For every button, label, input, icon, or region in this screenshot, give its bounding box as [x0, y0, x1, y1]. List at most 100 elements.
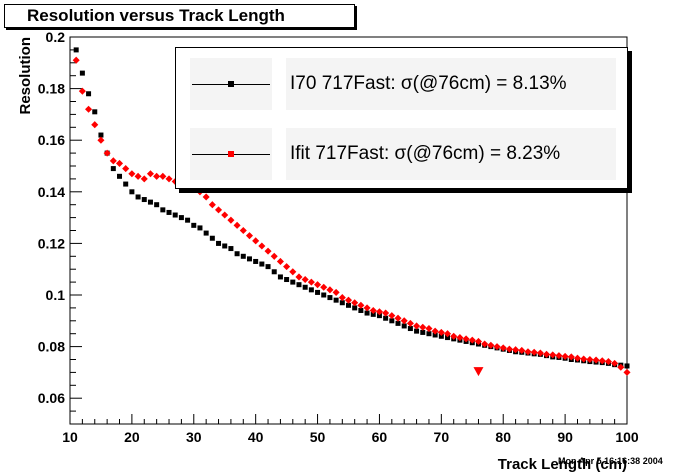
data-point-i70 — [147, 199, 153, 205]
legend-item-ifit: Ifit 717Fast: σ(@76cm) = 8.23% — [190, 128, 616, 180]
data-point-ifit — [536, 349, 544, 357]
data-point-i70 — [395, 320, 401, 326]
data-point-i70 — [197, 225, 203, 231]
data-point-ifit — [326, 286, 334, 294]
data-point-i70 — [333, 297, 339, 303]
data-point-ifit — [462, 335, 470, 343]
data-point-ifit — [400, 317, 408, 325]
data-point-ifit — [474, 337, 483, 345]
y-tick-label: 0.18 — [38, 81, 65, 97]
data-point-ifit — [153, 172, 161, 180]
data-point-ifit — [103, 149, 111, 157]
data-point-i70 — [86, 91, 92, 97]
data-point-ifit — [586, 355, 594, 364]
y-tick-label: 0.16 — [38, 132, 65, 148]
data-point-i70 — [129, 189, 135, 195]
data-point-ifit — [252, 237, 260, 245]
x-axis-title: Track Length (cm) — [498, 456, 627, 472]
data-point-i70 — [414, 328, 420, 334]
data-point-ifit — [487, 341, 495, 349]
data-point-i70 — [296, 282, 302, 288]
data-point-ifit — [611, 359, 619, 367]
data-point-ifit — [499, 344, 507, 352]
data-point-ifit — [239, 226, 247, 235]
data-point-i70 — [228, 246, 234, 252]
data-point-ifit — [431, 327, 439, 335]
data-point-i70 — [154, 202, 160, 208]
data-point-i70 — [271, 269, 277, 275]
data-point-ifit — [351, 299, 359, 307]
x-tick-label: 50 — [310, 429, 326, 445]
data-point-ifit — [450, 332, 458, 340]
data-point-ifit — [283, 263, 291, 271]
data-point-ifit — [245, 232, 254, 240]
data-point-i70 — [166, 209, 172, 215]
data-point-ifit — [555, 352, 563, 360]
y-tick-label: 0.2 — [46, 29, 66, 45]
data-point-i70 — [302, 284, 308, 290]
x-tick-label: 30 — [186, 429, 202, 445]
data-point-ifit — [295, 273, 303, 281]
data-point-ifit — [419, 323, 427, 331]
x-tick-label: 90 — [557, 429, 573, 445]
data-point-ifit — [276, 257, 284, 265]
data-point-ifit — [394, 314, 402, 322]
data-point-ifit — [456, 334, 464, 342]
legend-swatch-i70 — [190, 58, 272, 110]
data-point-i70 — [376, 313, 382, 319]
data-point-i70 — [191, 222, 197, 228]
data-point-i70 — [370, 311, 376, 317]
data-point-ifit — [214, 206, 223, 214]
data-point-i70 — [407, 326, 413, 332]
data-point-ifit — [592, 356, 600, 364]
data-point-ifit — [264, 247, 272, 255]
data-point-i70 — [73, 47, 79, 53]
chart-title: Resolution versus Track Length — [4, 4, 355, 28]
data-point-i70 — [308, 287, 314, 293]
data-point-ifit — [128, 170, 136, 178]
data-point-i70 — [327, 295, 333, 301]
data-point-ifit — [388, 312, 396, 320]
data-point-ifit — [122, 165, 130, 173]
legend-label-i70: I70 717Fast: σ(@76cm) = 8.13% — [286, 58, 616, 110]
y-tick-label: 0.14 — [38, 184, 65, 200]
data-point-i70 — [321, 292, 327, 298]
data-point-ifit — [369, 306, 377, 315]
data-point-i70 — [203, 230, 209, 236]
data-point-i70 — [624, 363, 630, 369]
data-point-i70 — [240, 253, 246, 259]
x-tick-label: 10 — [62, 429, 78, 445]
data-point-i70 — [445, 335, 451, 341]
data-point-ifit — [598, 357, 606, 365]
data-point-i70 — [222, 243, 228, 249]
data-point-ifit — [561, 352, 569, 360]
data-point-ifit — [468, 336, 476, 344]
data-point-ifit — [406, 319, 414, 327]
data-point-ifit — [301, 275, 309, 284]
data-point-i70 — [209, 235, 215, 241]
data-point-marker-76cm — [473, 367, 484, 377]
data-point-ifit — [413, 322, 421, 330]
data-point-ifit — [604, 358, 612, 366]
data-point-i70 — [141, 197, 147, 203]
data-point-ifit — [437, 328, 445, 336]
data-point-ifit — [617, 363, 625, 371]
data-point-ifit — [443, 330, 452, 338]
data-point-i70 — [92, 109, 98, 115]
data-point-ifit — [425, 325, 433, 333]
data-point-i70 — [284, 277, 290, 283]
data-point-i70 — [290, 279, 296, 285]
y-tick-label: 0.1 — [46, 287, 66, 303]
data-point-ifit — [375, 308, 383, 316]
legend-item-i70: I70 717Fast: σ(@76cm) = 8.13% — [190, 58, 616, 110]
x-tick-label: 20 — [124, 429, 140, 445]
data-point-ifit — [270, 252, 278, 260]
data-point-ifit — [307, 278, 315, 286]
data-point-i70 — [259, 261, 265, 267]
data-point-i70 — [117, 173, 123, 179]
data-point-ifit — [505, 345, 513, 353]
data-point-i70 — [358, 307, 364, 313]
data-point-i70 — [172, 212, 178, 218]
x-tick-label: 100 — [615, 429, 639, 445]
data-point-ifit — [623, 368, 631, 376]
